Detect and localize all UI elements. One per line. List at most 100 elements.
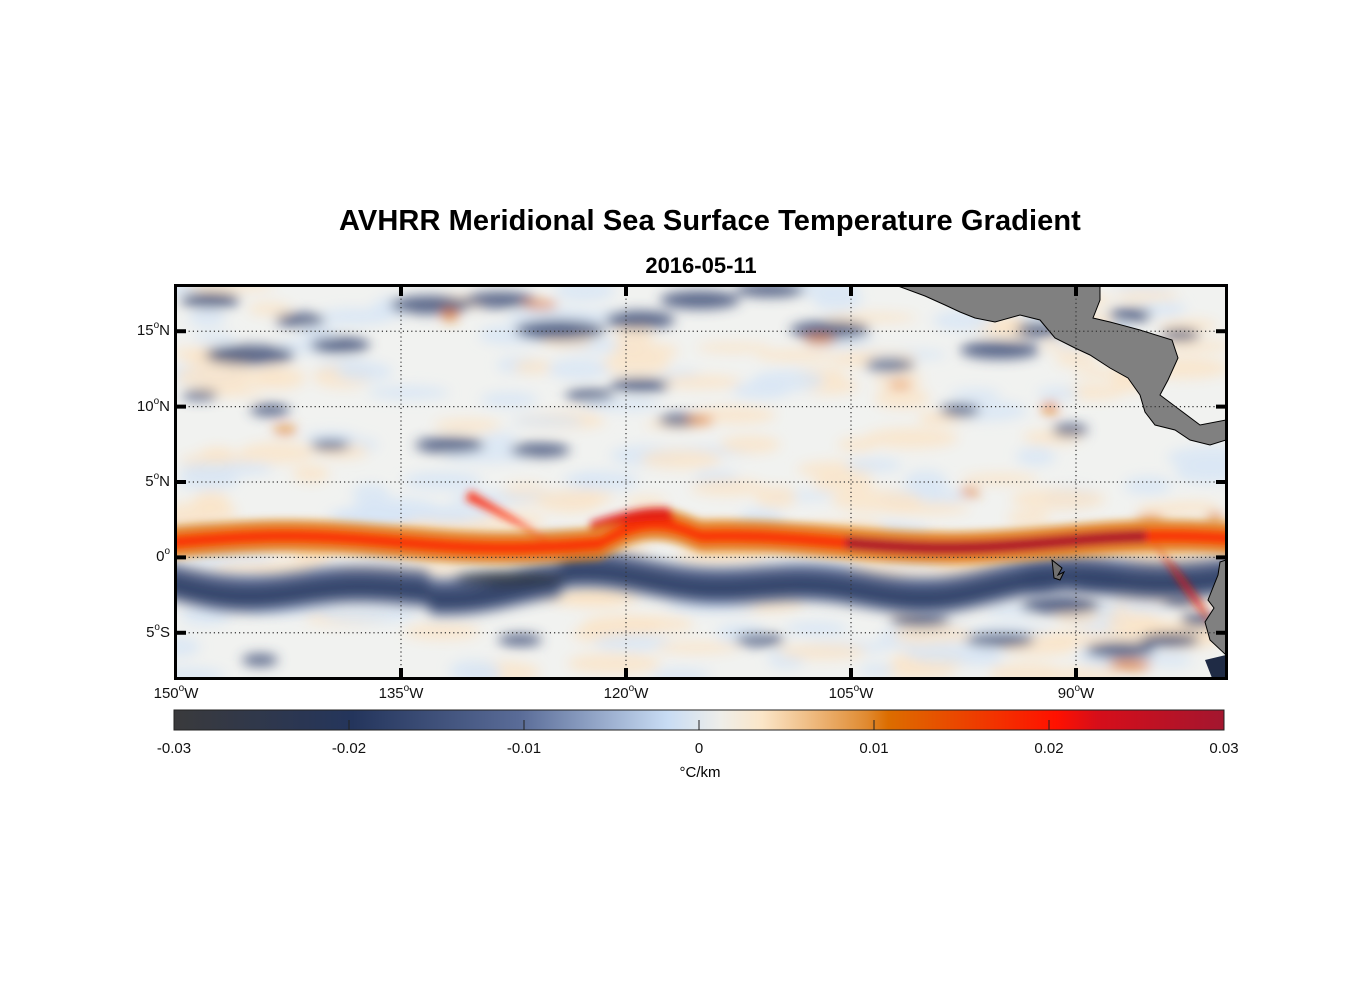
cool-patch [547,358,610,380]
hemisphere-letter: W [1080,685,1095,702]
colorbar-ticks [348,720,1050,730]
cold-gradient-patch [310,440,350,450]
warm-gradient-patch [1042,402,1058,414]
coastal-warm-filament [1150,540,1212,625]
degree-symbol: o [853,683,860,694]
x-tick-number: 150 [153,685,179,702]
warm-front-branch [465,490,575,555]
warm-patch [582,614,662,637]
warm-gradient-patch [888,382,912,388]
x-tick-label: 135oW [361,683,441,702]
cold-gradient-patch [1052,424,1088,436]
degree-symbol: o [628,683,635,694]
map-frame [174,284,1228,680]
colorbar-tick-label: -0.03 [156,740,192,757]
y-tick-number: 10 [136,397,154,415]
warm-patch [1113,290,1180,301]
warm-patch [640,449,722,470]
cool-patch [180,605,231,626]
warm-patch [547,588,626,607]
warm-patch [193,490,230,514]
cool-patch [1036,387,1080,400]
warm-patch [961,473,1039,485]
warm-patch [893,623,971,646]
y-tick-number: 15 [136,322,154,340]
hemisphere-letter: W [409,685,424,702]
hemisphere-letter: W [634,685,649,702]
cold-gradient-patch [610,378,670,392]
cold-gradient-patch [415,437,485,453]
cold-gradient-patch [565,389,615,401]
x-tick-number: 120 [603,685,629,702]
degree-symbol: o [403,683,410,694]
warm-front-peak [846,530,1146,554]
cool-patch [813,288,862,312]
cold-gradient-patch [965,633,1035,647]
warm-patch [874,386,930,409]
warm-patch [872,371,923,387]
cool-patch [402,471,483,491]
hemisphere-letter: S [159,623,170,641]
cold-gradient-patch [890,613,950,627]
x-tick-number: 90 [1057,685,1075,702]
warm-patch [599,353,671,375]
cool-patch [1113,286,1173,292]
cold-gradient-patch [498,634,542,646]
cold-gradient-patch [790,321,870,339]
degree-symbol: o [153,395,160,407]
chart-subtitle: 2016-05-11 [645,253,757,278]
cold-gradient-patch [182,390,218,400]
degree-symbol: o [154,621,160,633]
cool-patch [178,460,274,477]
cool-patch [334,506,426,526]
warm-gradient-patch [522,301,558,309]
warm-patch [1137,503,1186,517]
warm-patch [1158,318,1218,332]
cool-patch [176,636,201,658]
cool-patch [904,469,948,493]
cool-patch [731,381,791,400]
cold-coastal-patch [1205,655,1226,678]
x-tick-number: 105 [828,685,854,702]
hemisphere-letter: N [159,397,170,415]
cool-patch [562,474,603,486]
cool-patch [480,391,539,408]
degree-symbol: o [153,320,160,332]
degree-symbol: o [153,471,160,482]
hemisphere-letter: N [159,473,170,490]
cool-patch [1151,653,1193,668]
warm-patch [614,325,653,349]
cool-patch [298,324,338,339]
cold-gradient-patch [310,337,370,353]
cool-patch [415,505,493,523]
warm-patch [825,312,917,323]
cool-patch [1015,446,1056,466]
cool-patch [650,668,712,678]
warm-patch [830,489,922,513]
warm-patch [186,286,275,292]
x-tick-label: 105oW [811,683,891,702]
warm-patch [625,496,668,509]
cold-gradient-patch [735,634,785,646]
warm-patch [1105,611,1162,631]
colorbar-tick-label: 0.03 [1209,740,1239,757]
cool-patch [592,633,673,651]
cold-gradient-patch [275,313,325,327]
axis-ticks [176,286,1226,678]
cool-patch [304,431,357,444]
cool-patch [859,663,896,677]
x-tick-label: 120oW [586,683,666,702]
warm-gradient-patch [442,309,458,321]
warm-patch [239,442,316,464]
colorbar-tick-label: -0.02 [331,740,367,757]
warm-patch [837,437,877,452]
warm-patch [864,427,959,449]
cold-gradient-patch [940,404,980,416]
cool-patch [188,309,227,328]
cold-gradient-patch [660,291,740,309]
colorbar-tick-label: 0 [694,740,704,757]
cold-gradient-patch [865,359,915,371]
warm-patch [755,348,836,362]
colorbar-units: °C/km [679,764,721,781]
